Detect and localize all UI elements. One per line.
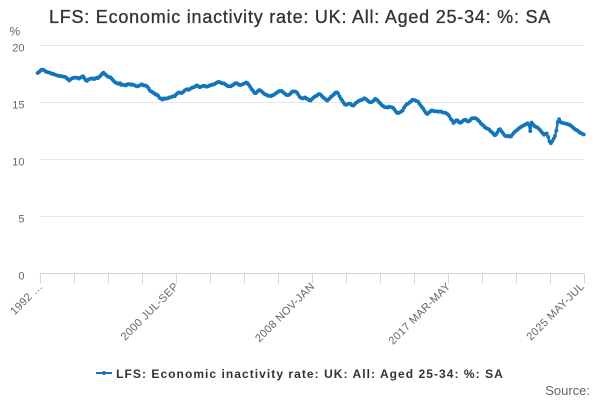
svg-text:20: 20 <box>12 42 24 54</box>
svg-text:1992 …: 1992 … <box>8 281 45 318</box>
svg-text:10: 10 <box>12 156 24 168</box>
svg-text:2025 MAY-JUL: 2025 MAY-JUL <box>525 281 587 343</box>
svg-text:0: 0 <box>18 270 24 282</box>
svg-text:%: % <box>10 24 21 38</box>
svg-text:15: 15 <box>12 99 24 111</box>
svg-text:2000 JUL-SEP: 2000 JUL-SEP <box>119 281 181 343</box>
svg-text:2017 MAR-MAY: 2017 MAR-MAY <box>387 280 454 347</box>
svg-text:2008 NOV-JAN: 2008 NOV-JAN <box>253 281 317 345</box>
svg-text:5: 5 <box>18 213 24 225</box>
